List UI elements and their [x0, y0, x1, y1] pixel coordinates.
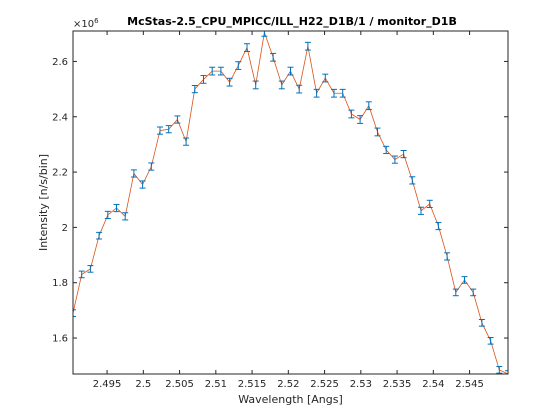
error-bar	[348, 109, 355, 119]
x-tick-label: 2.5	[135, 379, 151, 390]
error-bar	[374, 127, 381, 137]
x-tick-label: 2.525	[310, 379, 339, 390]
error-bar	[304, 41, 311, 51]
error-bar	[122, 212, 129, 221]
error-bar	[165, 125, 172, 134]
error-bar	[418, 206, 424, 215]
error-bar	[444, 252, 451, 261]
error-bar	[217, 66, 224, 76]
error-bar	[191, 84, 198, 94]
x-tick-label: 2.515	[238, 379, 267, 390]
y-tick-label: 2.2	[52, 168, 68, 179]
error-bar	[339, 88, 346, 98]
error-bar	[296, 84, 303, 94]
y-tick-label: 2	[62, 223, 68, 234]
error-bar	[426, 199, 433, 208]
error-bar	[200, 75, 207, 84]
x-axis-label: Wavelength [Angs]	[238, 393, 343, 406]
error-bar	[252, 80, 259, 90]
error-bar	[505, 370, 508, 374]
error-bars	[73, 31, 508, 374]
chart-title: McStas-2.5_CPU_MPICC/ILL_H22_D1B/1 / mon…	[127, 15, 457, 28]
error-bar	[365, 101, 372, 111]
error-bar	[409, 176, 416, 185]
x-tick-label: 2.54	[422, 379, 444, 390]
axes-box	[72, 30, 509, 375]
error-bar	[139, 180, 146, 189]
error-bar	[130, 169, 137, 178]
error-bar	[235, 61, 242, 70]
error-bar	[331, 88, 337, 98]
error-bar	[478, 319, 485, 327]
error-bar	[96, 231, 103, 240]
error-bar	[435, 221, 442, 231]
error-bar	[244, 43, 250, 52]
error-bar	[357, 115, 364, 124]
x-tick-label: 2.53	[350, 379, 372, 390]
x-tick-label: 2.545	[455, 379, 484, 390]
y-tick-label: 2.6	[52, 57, 68, 68]
error-bar	[322, 73, 329, 83]
error-bar	[148, 162, 155, 171]
error-bar	[104, 210, 111, 220]
error-bar	[470, 288, 477, 297]
error-bar	[78, 270, 85, 279]
error-bar	[113, 203, 120, 213]
error-bar	[261, 31, 268, 37]
plot-area	[73, 32, 508, 374]
error-bar	[278, 80, 285, 90]
error-bar	[487, 336, 494, 345]
error-bar	[461, 276, 468, 284]
y-exponent-power: 6	[94, 17, 99, 25]
error-bar	[174, 115, 181, 124]
error-bar	[287, 66, 294, 76]
error-bar	[313, 88, 320, 98]
x-tick-label: 2.535	[383, 379, 412, 390]
y-tick-label: 1.6	[52, 334, 68, 345]
error-bar	[391, 155, 398, 164]
error-bar	[452, 288, 459, 297]
y-exponent-base: ×10	[73, 19, 94, 30]
error-bar	[73, 309, 76, 317]
error-bar	[270, 52, 277, 62]
error-bar	[209, 66, 216, 76]
error-bar	[157, 126, 163, 135]
y-axis-label: Intensity [n/s/bin]	[37, 154, 50, 251]
error-bar	[226, 77, 233, 87]
x-tick-label: 2.52	[277, 379, 299, 390]
error-bar	[87, 265, 94, 273]
axis-ticks: 2.495 2.5 2.505 2.51 2.515 2.52 2.525 2.53 2.535…	[52, 31, 508, 390]
x-tick-label: 2.495	[93, 379, 122, 390]
y-tick-label: 2.4	[52, 112, 68, 123]
y-tick-label: 1.8	[52, 278, 68, 289]
series-line	[73, 32, 508, 374]
error-bar	[383, 145, 390, 155]
error-bar	[183, 137, 190, 146]
x-tick-label: 2.51	[205, 379, 227, 390]
error-bar	[496, 366, 503, 374]
error-bar	[400, 149, 407, 159]
x-tick-label: 2.505	[165, 379, 194, 390]
y-exponent-label: ×106	[73, 17, 99, 30]
